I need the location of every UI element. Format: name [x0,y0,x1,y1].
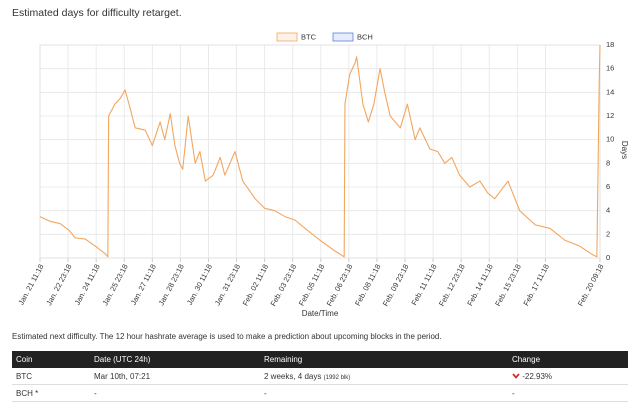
x-tick-label: Jan. 27 11:18 [129,263,158,307]
cell: - [260,384,508,402]
x-tick-label: Jan. 22 23:18 [44,263,73,307]
y-tick-label: 6 [606,182,610,191]
y-tick-label: 14 [606,87,614,96]
x-tick-label: Jan. 21 11:18 [16,263,45,307]
x-axis-label: Date/Time [302,309,339,318]
y-tick-label: 10 [606,135,614,144]
legend-label: BTC [301,32,317,41]
remaining: 2 weeks, 4 days [264,371,322,381]
x-tick-label: Feb. 08 11:18 [353,263,382,308]
cell: 2 weeks, 4 days (1992 blk) [260,368,508,385]
cell: -22.93% [508,368,628,385]
x-tick-label: Jan. 24 11:18 [73,263,102,307]
difficulty-table: Coin Date (UTC 24h) Remaining Change BTC… [12,351,628,402]
cell: BTC [12,368,90,385]
legend-label: BCH [357,32,373,41]
x-tick-label: Feb. 20 09:18 [576,263,606,308]
y-axis-label: Days [620,141,629,159]
x-tick-label: Jan. 28 23:18 [157,263,186,307]
chart: Estimated days for difficulty retarget. … [12,7,629,318]
x-tick-label: Feb. 09 23:18 [381,263,411,308]
x-tick-label: Feb. 05 11:18 [297,263,326,308]
header-cell: Change [508,351,628,368]
x-tick-label: Feb. 12 23:18 [437,263,467,308]
y-tick-label: 2 [606,229,610,238]
header-cell: Date (UTC 24h) [90,351,260,368]
blocks: (1992 blk) [323,374,351,381]
note: Estimated next difficulty. The 12 hour h… [12,332,442,341]
plot-border [39,44,601,259]
x-tick-label: Jan. 25 23:18 [100,263,129,307]
legend-swatch [276,32,298,42]
header-cell: Remaining [260,351,508,368]
x-tick-label: Jan. 31 23:18 [213,263,242,307]
x-tick-label: Jan. 30 11:18 [185,263,214,307]
x-tick-label: Feb. 14 11:18 [465,263,494,308]
x-tick-label: Feb. 06 23:18 [325,263,355,308]
table-row: BCH * - - - [12,384,628,402]
y-tick-label: 0 [606,253,610,262]
legend-swatch [332,32,354,42]
y-tick-label: 12 [606,111,614,120]
y-tick-label: 8 [606,158,610,167]
cell: - [508,384,628,402]
x-tick-label: Feb. 02 11:18 [241,263,270,308]
cell: - [90,384,260,402]
x-tick-label: Feb. 03 23:18 [269,263,299,308]
down-icon [512,372,520,379]
table-header: Coin Date (UTC 24h) Remaining Change [12,351,628,368]
table-row: BTC Mar 10th, 07:21 2 weeks, 4 days (199… [12,368,628,385]
y-tick-label: 18 [606,40,614,49]
series-line [39,44,601,258]
x-tick-label: Feb. 15 23:18 [493,263,523,308]
chart-title: Estimated days for difficulty retarget. [12,7,182,19]
change: -22.93% [522,371,553,381]
y-tick-label: 4 [606,206,610,215]
cell: BCH * [12,384,90,402]
header-cell: Coin [12,351,90,368]
cell: Mar 10th, 07:21 [90,368,260,385]
x-tick-label: Feb. 11 11:18 [409,263,438,307]
x-tick-label: Feb. 17 11:18 [522,263,551,308]
y-tick-label: 16 [606,64,614,73]
